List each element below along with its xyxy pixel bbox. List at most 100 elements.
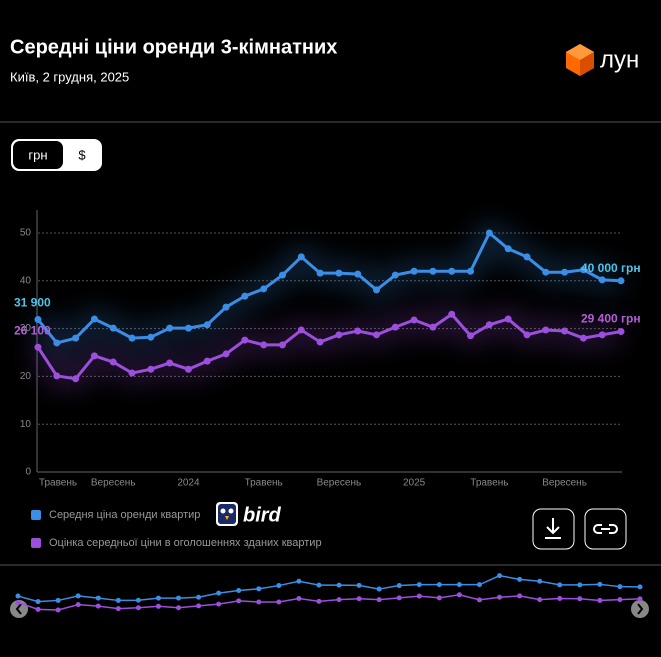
point (260, 341, 268, 349)
point (373, 331, 381, 339)
navigator-point (176, 605, 182, 611)
navigator-point (557, 582, 563, 588)
navigator-point (95, 595, 101, 601)
toggle-active[interactable] (13, 141, 63, 169)
point (222, 350, 230, 358)
nav-right[interactable] (631, 600, 649, 618)
point (561, 327, 569, 335)
legend-swatch (31, 538, 41, 548)
navigator-point (236, 588, 242, 594)
toggle-uah[interactable]: грн (28, 147, 47, 162)
point (504, 245, 512, 253)
legend-swatch (31, 510, 41, 520)
point (354, 270, 362, 278)
x-tick-label: 2025 (403, 478, 426, 489)
point (579, 266, 587, 274)
toggle-usd[interactable]: $ (78, 147, 86, 162)
point (316, 269, 324, 277)
value-label: 26 100 (14, 323, 51, 337)
x-tick-label: Вересень (317, 478, 362, 489)
navigator-point (537, 597, 543, 603)
navigator-point (396, 595, 402, 601)
point (485, 321, 493, 329)
point (184, 365, 192, 373)
navigator-point (256, 586, 262, 592)
y-tick-label: 0 (25, 467, 31, 478)
point (109, 324, 117, 332)
point (410, 316, 418, 324)
point (128, 334, 136, 342)
point (354, 327, 362, 335)
download-icon (545, 518, 561, 539)
value-label: 40 000 грн (581, 261, 641, 275)
title: Середні ціни оренди 3-кімнатних (10, 36, 337, 58)
navigator-point (396, 583, 402, 589)
point (241, 292, 249, 300)
navigator-point (517, 593, 523, 599)
navigator-point (15, 593, 21, 599)
navigator-point (135, 597, 141, 603)
point (561, 268, 569, 276)
navigator-point (476, 582, 482, 588)
bird-text: bird (243, 504, 282, 526)
nav-right-icon (637, 603, 644, 615)
navigator-point (216, 601, 222, 607)
point (448, 267, 456, 275)
point (203, 357, 211, 365)
bird-logo (216, 502, 238, 526)
legend-label: Оцінка середньої ціни в оголошеннях здан… (49, 537, 322, 549)
point (448, 310, 456, 318)
navigator-point (617, 584, 623, 590)
y-tick-label: 10 (20, 419, 32, 430)
navigator-point (376, 586, 382, 592)
point (598, 276, 606, 284)
navigator-point (537, 578, 543, 584)
navigator-point (336, 597, 342, 603)
point (542, 326, 550, 334)
navigator-point (476, 597, 482, 603)
navigator-point (416, 582, 422, 588)
navigator-point (276, 583, 282, 589)
navigator-point (517, 576, 523, 582)
point (429, 267, 437, 275)
value-label: 31 900 (14, 296, 51, 310)
point (467, 267, 475, 275)
navigator-point (557, 596, 563, 602)
navigator-point (497, 594, 503, 600)
x-tick-label: Травень (470, 478, 508, 489)
navigator-point (296, 578, 302, 584)
point (34, 343, 42, 351)
navigator-point (296, 596, 302, 602)
navigator-point (336, 582, 342, 588)
y-tick-label: 20 (20, 371, 32, 382)
navigator-point (115, 606, 121, 612)
navigator-point (95, 603, 101, 609)
point (410, 267, 418, 275)
navigator-point (637, 584, 643, 590)
navigator-point (75, 602, 81, 608)
navigator-point (115, 597, 121, 603)
point (523, 331, 531, 339)
navigator-point (597, 597, 603, 603)
point (147, 365, 155, 373)
link-icon (593, 524, 618, 534)
nav-left-icon (15, 603, 22, 615)
navigator-line (17, 594, 641, 611)
point (297, 253, 305, 261)
point (128, 369, 136, 377)
point (241, 336, 249, 344)
point (184, 324, 192, 332)
point (260, 285, 268, 293)
x-tick-label: Травень (245, 478, 283, 489)
subtitle: Київ, 2 грудня, 2025 (10, 69, 129, 84)
navigator-point (376, 597, 382, 603)
navigator-point (55, 597, 61, 603)
point (53, 372, 61, 380)
navigator-point (256, 599, 262, 605)
point (579, 334, 587, 342)
x-tick-label: Вересень (542, 478, 587, 489)
navigator-point (55, 607, 61, 613)
point (72, 375, 80, 383)
y-tick-label: 50 (20, 228, 32, 239)
navigator-point (456, 582, 462, 588)
